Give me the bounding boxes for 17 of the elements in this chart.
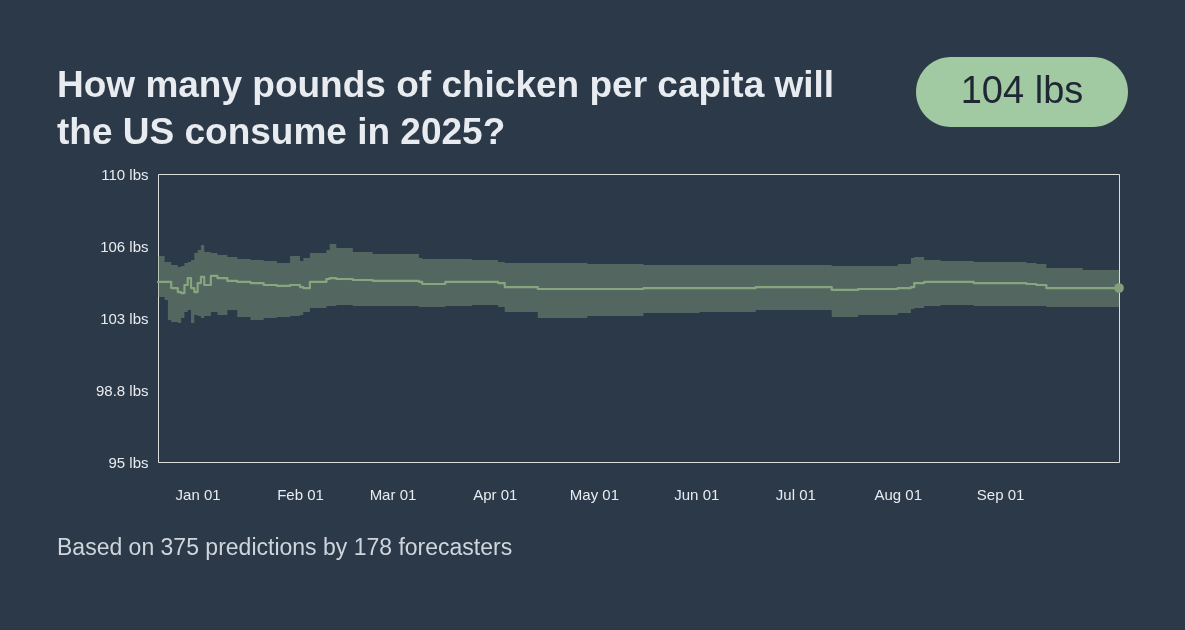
x-tick-label: Mar 01 bbox=[369, 485, 417, 503]
x-tick-label: Jul 01 bbox=[775, 485, 816, 503]
y-tick-label: 110 lbs bbox=[101, 165, 149, 183]
y-tick-label: 98.8 lbs bbox=[95, 381, 149, 399]
y-tick-label: 95 lbs bbox=[108, 453, 149, 471]
chart-title: How many pounds of chicken per capita will the US consume in 2025? bbox=[57, 64, 835, 152]
x-tick-label: Jan 01 bbox=[175, 485, 221, 503]
x-tick-label: Jun 01 bbox=[674, 485, 720, 503]
text: 104 lbs bbox=[960, 69, 1084, 111]
x-tick-label: Aug 01 bbox=[874, 485, 923, 503]
text: Based on 375 predictions by 178 forecasters bbox=[57, 534, 513, 560]
x-tick-label: Feb 01 bbox=[277, 485, 324, 503]
x-tick-label: Apr 01 bbox=[473, 485, 518, 503]
x-tick-label: May 01 bbox=[569, 485, 620, 503]
x-tick-label: Sep 01 bbox=[976, 485, 1025, 503]
y-tick-label: 103 lbs bbox=[100, 309, 149, 327]
y-tick-label: 106 lbs bbox=[100, 237, 149, 255]
